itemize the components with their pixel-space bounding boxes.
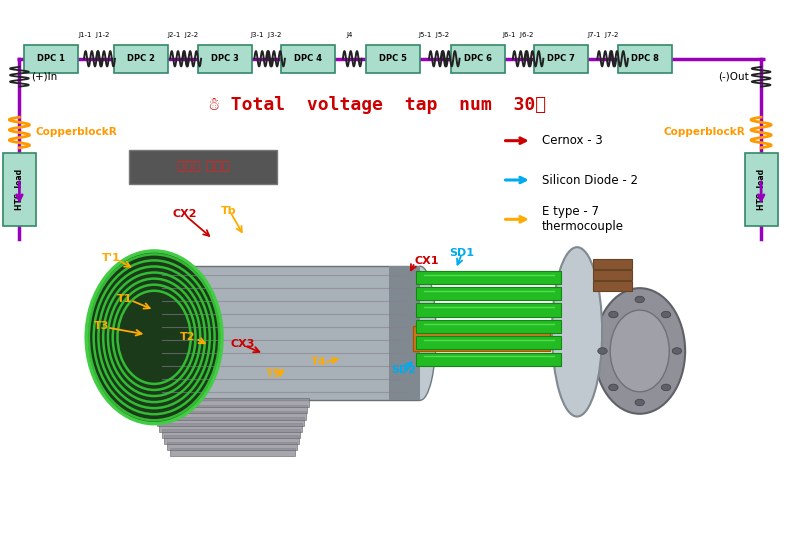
FancyBboxPatch shape	[593, 270, 632, 280]
Text: J7-1  J7-2: J7-1 J7-2	[587, 32, 619, 38]
Text: J3-1  J3-2: J3-1 J3-2	[251, 32, 282, 38]
FancyBboxPatch shape	[57, 242, 699, 537]
FancyBboxPatch shape	[129, 150, 277, 184]
FancyBboxPatch shape	[167, 441, 297, 450]
Text: T5: T5	[266, 369, 281, 379]
FancyBboxPatch shape	[162, 266, 421, 400]
FancyBboxPatch shape	[156, 417, 304, 425]
FancyBboxPatch shape	[417, 320, 561, 333]
Text: DPC 6: DPC 6	[464, 54, 491, 63]
Text: HTS  lead: HTS lead	[15, 169, 24, 210]
Text: T4: T4	[310, 357, 326, 367]
Text: T1: T1	[117, 294, 133, 304]
Text: HTS  lead: HTS lead	[757, 169, 766, 210]
FancyBboxPatch shape	[744, 153, 777, 226]
Text: DPC 1: DPC 1	[37, 54, 64, 63]
FancyBboxPatch shape	[593, 281, 632, 291]
Ellipse shape	[552, 247, 602, 417]
Ellipse shape	[405, 266, 436, 400]
FancyBboxPatch shape	[3, 153, 36, 226]
FancyBboxPatch shape	[151, 405, 307, 413]
Ellipse shape	[87, 253, 221, 422]
Text: DPC 5: DPC 5	[379, 54, 407, 63]
FancyBboxPatch shape	[450, 44, 505, 73]
Text: J1-1  J1-2: J1-1 J1-2	[78, 32, 109, 38]
Text: CopperblockR: CopperblockR	[663, 127, 745, 137]
FancyBboxPatch shape	[534, 44, 589, 73]
FancyBboxPatch shape	[162, 429, 300, 438]
Circle shape	[608, 311, 618, 318]
Text: ☃ Total  voltage  tap  num  30개: ☃ Total voltage tap num 30개	[209, 96, 546, 114]
Text: J2-1  J2-2: J2-1 J2-2	[167, 32, 199, 38]
FancyBboxPatch shape	[593, 259, 632, 269]
Ellipse shape	[594, 288, 685, 414]
FancyBboxPatch shape	[197, 44, 252, 73]
Text: Silicon Diode - 2: Silicon Diode - 2	[542, 173, 637, 187]
Text: DPC 2: DPC 2	[127, 54, 155, 63]
Circle shape	[635, 296, 645, 302]
Ellipse shape	[610, 310, 669, 392]
Text: DPC 4: DPC 4	[295, 54, 322, 63]
Text: Cernox - 3: Cernox - 3	[542, 134, 603, 147]
Text: DPC 7: DPC 7	[548, 54, 575, 63]
FancyBboxPatch shape	[366, 44, 420, 73]
FancyBboxPatch shape	[417, 352, 561, 366]
FancyBboxPatch shape	[618, 44, 672, 73]
Text: CopperblockR: CopperblockR	[35, 127, 117, 137]
Circle shape	[672, 348, 681, 354]
Text: SD1: SD1	[450, 248, 475, 257]
Text: DPC 3: DPC 3	[211, 54, 238, 63]
Text: J4: J4	[347, 32, 353, 38]
Text: T3: T3	[94, 321, 109, 332]
Text: Tb: Tb	[221, 205, 237, 216]
FancyBboxPatch shape	[389, 266, 421, 400]
Text: CX3: CX3	[230, 339, 255, 349]
Circle shape	[608, 384, 618, 391]
Text: T2: T2	[180, 332, 196, 343]
Circle shape	[598, 348, 607, 354]
FancyBboxPatch shape	[417, 304, 561, 317]
FancyBboxPatch shape	[149, 399, 309, 407]
Text: J5-1  J5-2: J5-1 J5-2	[418, 32, 450, 38]
Circle shape	[661, 384, 670, 391]
FancyBboxPatch shape	[281, 44, 336, 73]
Text: E type - 7
thermocouple: E type - 7 thermocouple	[542, 205, 624, 233]
Text: SD2: SD2	[391, 365, 417, 375]
Text: CX1: CX1	[415, 256, 439, 266]
Text: 전압탭 이중화: 전압탭 이중화	[177, 160, 230, 173]
FancyBboxPatch shape	[160, 423, 302, 432]
FancyBboxPatch shape	[417, 287, 561, 300]
FancyBboxPatch shape	[417, 271, 561, 284]
Text: T'1: T'1	[101, 253, 120, 263]
FancyBboxPatch shape	[24, 44, 78, 73]
FancyBboxPatch shape	[114, 44, 168, 73]
Text: J6-1  J6-2: J6-1 J6-2	[502, 32, 534, 38]
Circle shape	[635, 399, 645, 406]
Circle shape	[661, 311, 670, 318]
FancyBboxPatch shape	[170, 447, 295, 456]
Text: DPC 8: DPC 8	[631, 54, 659, 63]
FancyBboxPatch shape	[154, 411, 306, 419]
FancyBboxPatch shape	[417, 336, 561, 349]
Text: (-)Out: (-)Out	[718, 72, 749, 82]
Text: CX2: CX2	[172, 209, 196, 220]
Text: (+)In: (+)In	[31, 72, 57, 82]
FancyBboxPatch shape	[413, 327, 549, 351]
FancyBboxPatch shape	[164, 435, 299, 444]
